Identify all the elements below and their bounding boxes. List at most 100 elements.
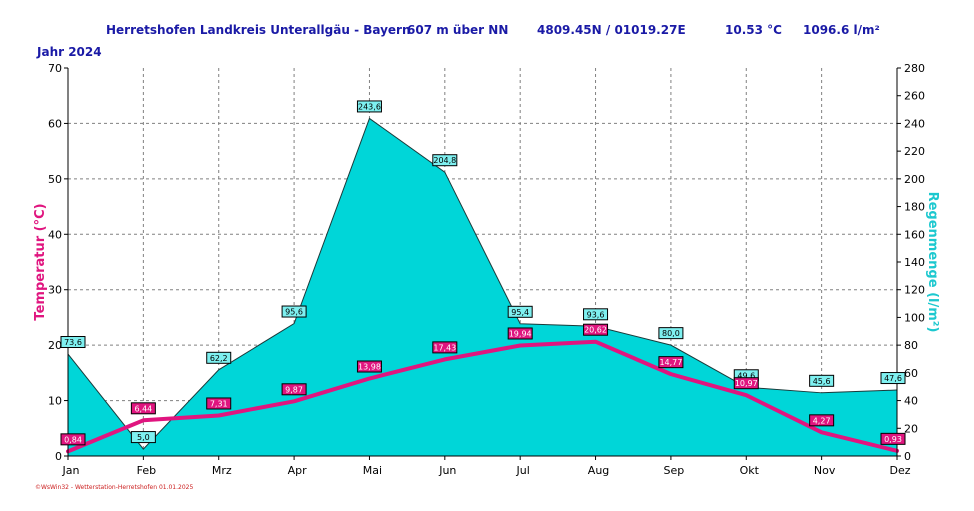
temperature-data-label: 0,93 xyxy=(884,435,902,444)
temperature-data-label: 20,62 xyxy=(584,326,607,335)
y2-tick-label: 80 xyxy=(904,339,918,352)
temperature-data-label-box xyxy=(281,383,307,396)
x-tick-label: Okt xyxy=(740,464,760,477)
y-tick-label: 20 xyxy=(48,339,62,352)
y2-tick-label: 200 xyxy=(904,173,925,186)
rain-data-label-box xyxy=(658,327,684,340)
rain-data-label: 95,4 xyxy=(511,308,529,317)
station-coords: 4809.45N / 01019.27E xyxy=(537,23,686,37)
y2-tick-label: 40 xyxy=(904,395,918,408)
rain-data-label-box xyxy=(507,305,533,318)
x-tick-label: Mrz xyxy=(212,464,232,477)
y2-tick-label: 100 xyxy=(904,311,925,324)
station-name: Herretshofen Landkreis Unterallgäu - Bay… xyxy=(106,23,411,37)
rain-data-label: 45,6 xyxy=(813,377,831,386)
temperature-data-label: 6,44 xyxy=(134,404,152,413)
rain-data-label: 47,6 xyxy=(884,374,902,383)
rain-data-label: 49,6 xyxy=(737,371,755,380)
y2-tick-label: 60 xyxy=(904,367,918,380)
y2-tick-label: 160 xyxy=(904,228,925,241)
temperature-data-label: 14,77 xyxy=(659,358,682,367)
y2-tick-label: 0 xyxy=(904,450,911,463)
y2-tick-label: 120 xyxy=(904,284,925,297)
temperature-data-label-box xyxy=(130,402,156,415)
temperature-data-label: 4,27 xyxy=(813,416,831,425)
y-tick-label: 60 xyxy=(48,117,62,130)
rain-data-label-box xyxy=(60,336,86,349)
temperature-data-label: 0,84 xyxy=(64,435,82,444)
y-tick-label: 70 xyxy=(48,62,62,75)
rain-data-label: 95,6 xyxy=(285,308,303,317)
y2-tick-label: 140 xyxy=(904,256,925,269)
temperature-line-layer xyxy=(66,339,899,454)
y2-tick-label: 260 xyxy=(904,90,925,103)
y-tick-label: 0 xyxy=(55,450,62,463)
temperature-data-label: 9,87 xyxy=(285,385,303,394)
temperature-data-label-box xyxy=(880,432,906,445)
temperature-data-label-box xyxy=(432,341,458,354)
temperature-data-label-box xyxy=(206,397,232,410)
temperature-data-label-box xyxy=(60,433,86,446)
year-label: Jahr 2024 xyxy=(36,45,102,59)
data-labels-layer: 73,6 5,0 62,2 95,6 243,6 204,8 95,4 93,6 80,0 49,… xyxy=(60,100,906,446)
y-axis-title: Temperatur (°C) xyxy=(33,203,48,320)
rain-data-label: 80,0 xyxy=(662,329,680,338)
temperature-data-label-box xyxy=(809,414,835,427)
temperature-data-label-box xyxy=(733,377,759,390)
temperature-data-label: 10,97 xyxy=(735,379,758,388)
x-tick-label: Jul xyxy=(516,464,530,477)
temperature-data-label: 17,43 xyxy=(433,343,456,352)
rain-data-label-box xyxy=(583,308,609,321)
y2-axis-title: Regenmenge (l/m²) xyxy=(925,192,940,333)
rain-area xyxy=(68,118,897,456)
x-tick-label: Feb xyxy=(137,464,156,477)
total-rainfall: 1096.6 l/m² xyxy=(803,23,880,37)
rain-data-label-box xyxy=(281,305,307,318)
y2-tick-label: 180 xyxy=(904,201,925,214)
y2-tick-label: 20 xyxy=(904,422,918,435)
y2-tick-label: 240 xyxy=(904,117,925,130)
y-tick-label: 10 xyxy=(48,395,62,408)
rain-data-label: 243,6 xyxy=(358,102,381,111)
rain-data-label-box xyxy=(880,372,906,385)
rain-data-label: 73,6 xyxy=(64,338,82,347)
temperature-data-label: 13,98 xyxy=(358,363,381,372)
rain-area-layer xyxy=(67,117,898,456)
y-tick-label: 40 xyxy=(48,228,62,241)
rain-data-label: 204,8 xyxy=(433,156,456,165)
software-credit: ©WsWin32 - Wetterstation-Herretshofen 01… xyxy=(35,484,193,491)
x-tick-label: Apr xyxy=(288,464,308,477)
x-tick-label: Nov xyxy=(814,464,836,477)
x-tick-label: Dez xyxy=(889,464,910,477)
x-tick-label: Sep xyxy=(664,464,685,477)
y2-tick-label: 280 xyxy=(904,62,925,75)
rain-data-label: 93,6 xyxy=(587,310,605,319)
temperature-data-label-box xyxy=(507,327,533,340)
x-tick-label: Jun xyxy=(438,464,456,477)
rain-data-label: 5,0 xyxy=(137,433,150,442)
average-temperature: 10.53 °C xyxy=(725,23,782,37)
y-tick-label: 30 xyxy=(48,284,62,297)
temperature-data-label-box xyxy=(356,360,382,373)
rain-data-label-box xyxy=(356,100,382,113)
rain-data-label-box xyxy=(809,374,835,387)
rain-data-label-box xyxy=(206,351,232,364)
temperature-line xyxy=(66,339,899,454)
x-tick-label: Mai xyxy=(363,464,382,477)
x-tick-label: Aug xyxy=(588,464,609,477)
grid-lines xyxy=(68,68,897,456)
y2-tick-label: 220 xyxy=(904,145,925,158)
y-tick-label: 50 xyxy=(48,173,62,186)
station-altitude: 607 m über NN xyxy=(407,23,508,37)
axes-layer: 0 10 20 30 40 50 60 70 0 20 40 60 80 100 120 140 160 180 2… xyxy=(48,62,925,477)
rain-data-label: 62,2 xyxy=(210,354,228,363)
temperature-data-label: 7,31 xyxy=(210,399,228,408)
rain-data-label-box xyxy=(432,154,458,167)
rain-data-label-box xyxy=(130,431,156,444)
rain-area-outline xyxy=(67,117,898,450)
x-tick-label: Jan xyxy=(62,464,80,477)
temperature-data-label-box xyxy=(658,356,684,369)
temperature-data-label: 19,94 xyxy=(509,329,532,338)
temperature-data-label-box xyxy=(583,323,609,336)
